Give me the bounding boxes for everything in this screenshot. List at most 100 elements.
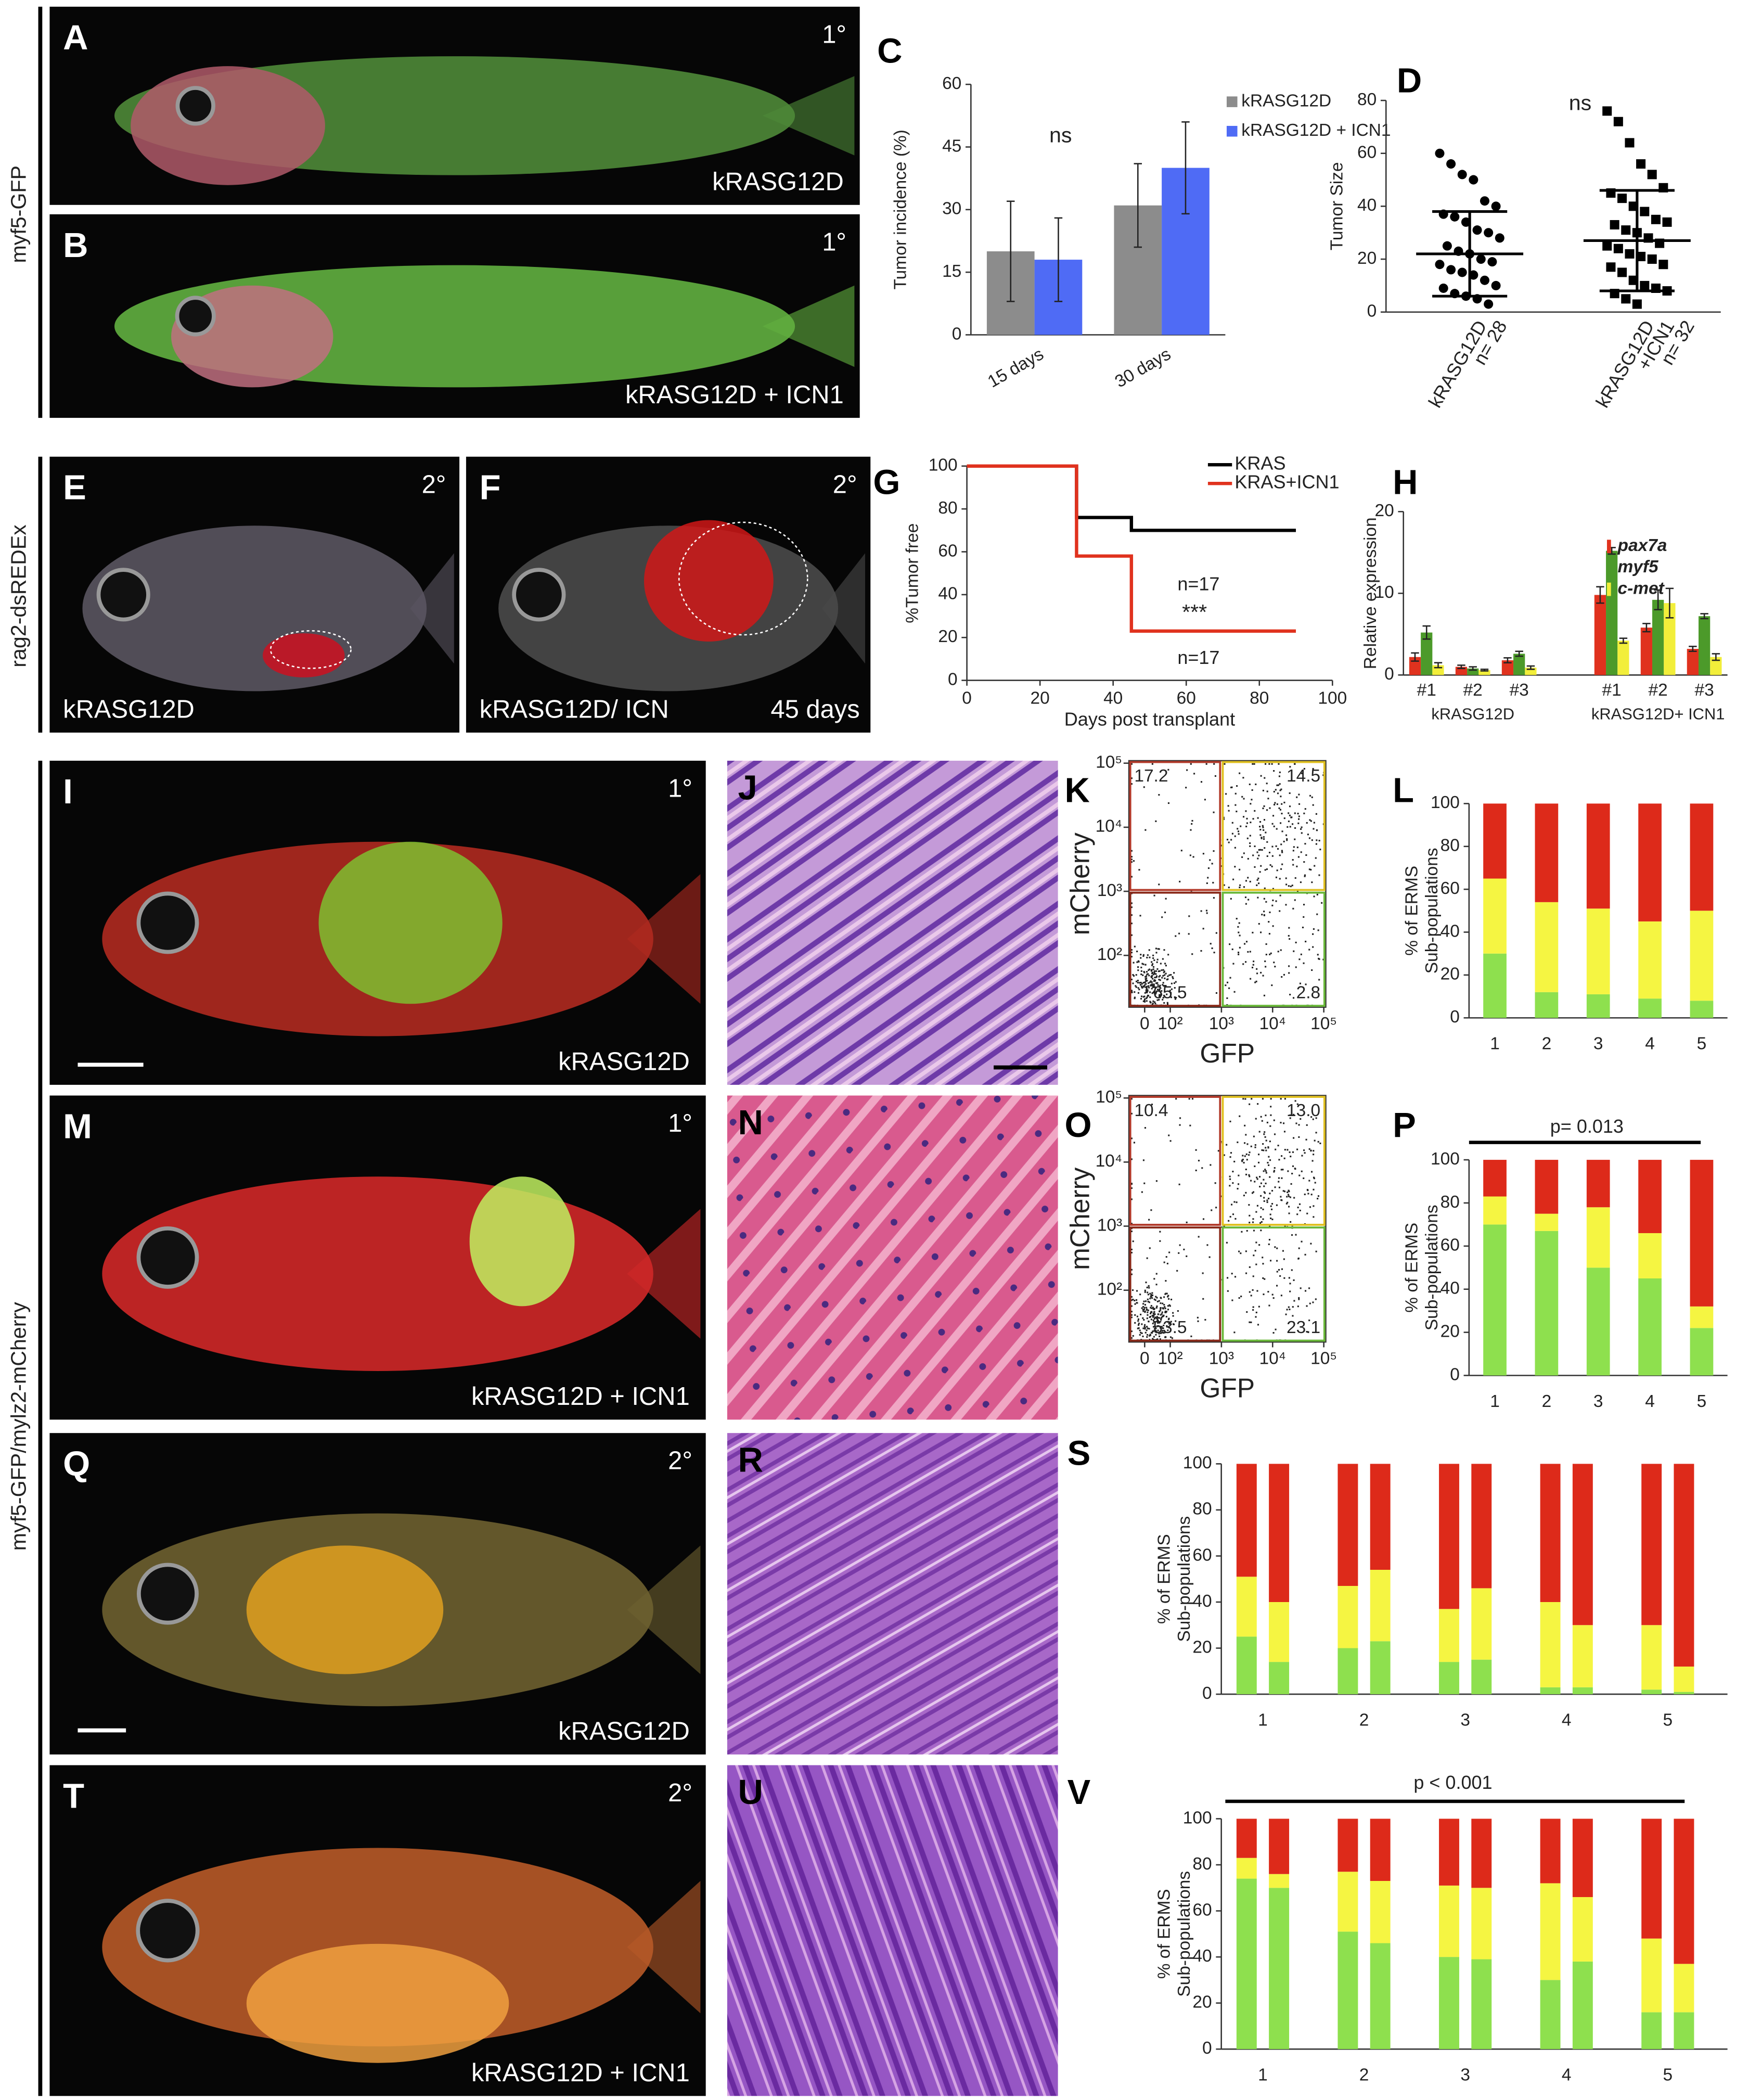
event-dot	[1159, 995, 1161, 997]
event-dot	[1193, 773, 1195, 775]
event-dot	[1250, 1321, 1252, 1323]
event-dot	[1130, 1314, 1133, 1316]
event-dot	[1246, 817, 1248, 819]
event-dot	[1155, 1334, 1157, 1336]
event-dot	[1310, 1194, 1313, 1196]
bar-segment	[1370, 1464, 1391, 1570]
event-dot	[1167, 975, 1169, 977]
data-point	[1469, 175, 1478, 185]
x-axis-label: GFP	[1200, 1373, 1255, 1403]
event-dot	[1245, 903, 1247, 905]
event-dot	[1140, 1331, 1142, 1334]
event-dot	[1147, 1298, 1149, 1300]
event-dot	[1164, 991, 1166, 993]
event-dot	[1142, 1310, 1144, 1312]
event-dot	[1275, 900, 1277, 902]
y-tick-label: 30	[942, 199, 961, 219]
event-dot	[1197, 1316, 1199, 1318]
event-dot	[1252, 818, 1254, 820]
event-dot	[1297, 822, 1300, 824]
data-point	[1625, 138, 1635, 148]
event-dot	[1191, 1098, 1194, 1100]
event-dot	[1175, 1098, 1177, 1100]
event-dot	[1269, 911, 1271, 913]
event-dot	[1292, 850, 1294, 852]
x-tick-label: 2	[1359, 2066, 1369, 2085]
event-dot	[1295, 941, 1297, 943]
bar-segment	[1572, 1464, 1593, 1625]
event-dot	[1171, 1337, 1173, 1339]
y-tick-label: 100	[1183, 1453, 1212, 1472]
event-dot	[1253, 961, 1255, 963]
x-tick-label: 100	[1318, 688, 1347, 708]
event-dot	[1225, 793, 1227, 795]
event-dot	[1217, 1150, 1219, 1152]
event-dot	[1265, 954, 1267, 956]
bar-segment	[1338, 1872, 1358, 1932]
gate-upper-left	[1129, 1096, 1221, 1226]
event-dot	[1144, 1331, 1147, 1334]
event-dot	[1156, 1305, 1158, 1308]
event-dot	[1292, 864, 1294, 866]
event-dot	[1175, 981, 1177, 983]
event-dot	[1145, 979, 1147, 981]
event-dot	[1257, 882, 1260, 885]
event-dot	[1151, 992, 1153, 994]
event-dot	[1255, 1118, 1257, 1120]
y-tick-label: 20	[1357, 249, 1377, 268]
event-dot	[1285, 904, 1287, 906]
event-dot	[1258, 849, 1260, 851]
event-dot	[1154, 1003, 1156, 1005]
panel-letter: K	[1065, 771, 1090, 810]
event-dot	[1160, 1318, 1162, 1320]
event-dot	[1259, 826, 1261, 828]
fish-tail	[821, 553, 865, 664]
event-dot	[1255, 1241, 1257, 1244]
event-dot	[1153, 1321, 1155, 1323]
event-dot	[1282, 1190, 1284, 1192]
event-dot	[1250, 1145, 1252, 1147]
event-dot	[1312, 804, 1314, 806]
event-dot	[1281, 851, 1283, 853]
event-dot	[1242, 777, 1244, 779]
event-dot	[1296, 1213, 1298, 1215]
event-dot	[1175, 1320, 1177, 1322]
event-dot	[1318, 957, 1320, 959]
bar-segment	[1540, 1602, 1561, 1687]
y-tick-label: 100	[929, 456, 958, 475]
histology-image	[727, 1765, 1058, 2096]
bar-segment	[1690, 1306, 1714, 1328]
event-dot	[1289, 826, 1291, 828]
event-dot	[1255, 1316, 1257, 1318]
event-dot	[1131, 991, 1133, 993]
event-dot	[1265, 1170, 1267, 1172]
event-dot	[1228, 987, 1230, 989]
event-dot	[1289, 805, 1291, 808]
event-dot	[1257, 817, 1259, 819]
event-dot	[1147, 995, 1149, 997]
event-dot	[1145, 990, 1147, 992]
event-dot	[1147, 1311, 1149, 1313]
event-dot	[1138, 869, 1140, 871]
event-dot	[1234, 792, 1237, 795]
side-label: myf5-GFP/mylz2-mCherry	[7, 1302, 31, 1551]
y-tick-label: 45	[942, 136, 961, 156]
event-dot	[1297, 1207, 1299, 1209]
event-dot	[1284, 1225, 1286, 1227]
event-dot	[1251, 799, 1253, 801]
event-dot	[1314, 1139, 1316, 1142]
event-dot	[1307, 1189, 1309, 1192]
event-dot	[1262, 1098, 1264, 1100]
data-point	[1613, 244, 1623, 253]
event-dot	[1195, 1169, 1197, 1171]
event-dot	[1155, 970, 1158, 972]
bar-segment	[1674, 2012, 1694, 2050]
event-dot	[1195, 1149, 1197, 1151]
event-dot	[1238, 953, 1240, 955]
event-dot	[1259, 871, 1261, 873]
event-dot	[1155, 1273, 1158, 1275]
bar-segment	[1674, 1964, 1694, 2013]
event-dot	[1298, 815, 1300, 817]
bar-segment	[1540, 1687, 1561, 1695]
event-dot	[1238, 951, 1240, 954]
